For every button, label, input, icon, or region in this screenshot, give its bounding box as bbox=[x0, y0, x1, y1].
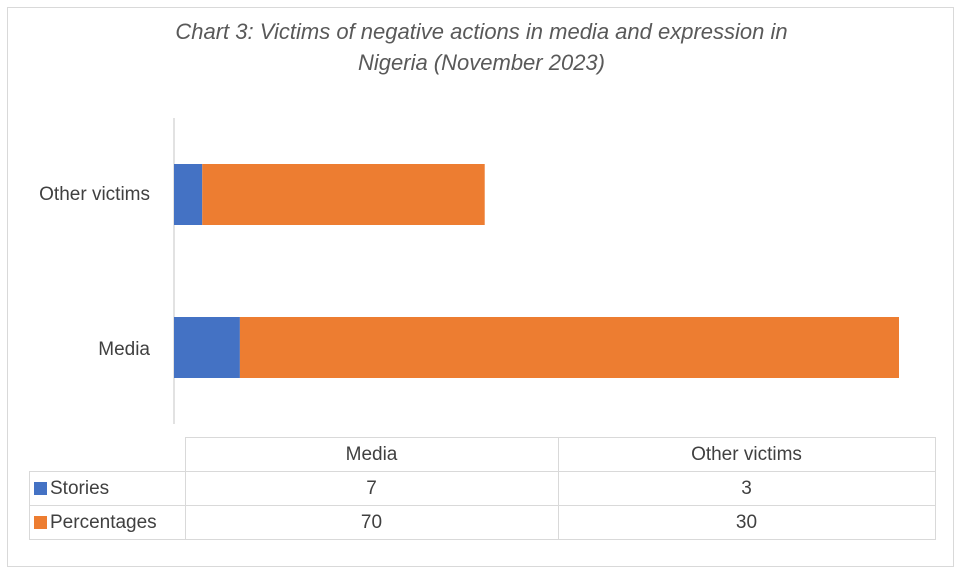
bar-group bbox=[174, 164, 900, 378]
data-table-header-row: Media Other victims bbox=[29, 437, 936, 472]
category-label-other-victims: Other victims bbox=[39, 184, 150, 205]
data-table-corner bbox=[29, 437, 186, 472]
legend-label-stories: Stories bbox=[50, 477, 110, 499]
data-table-header-media: Media bbox=[184, 437, 559, 472]
data-table: Media Other victims Stories 7 3 Percenta… bbox=[29, 437, 936, 540]
data-table-cell-stories-other-victims: 3 bbox=[557, 471, 936, 506]
bar-stories-media bbox=[174, 317, 240, 378]
legend-key-percentages bbox=[34, 515, 47, 529]
bar-percentages-other-victims bbox=[202, 164, 485, 225]
data-table-cell-stories-media: 7 bbox=[184, 471, 559, 506]
legend-label-percentages: Percentages bbox=[50, 511, 157, 533]
legend-key-stories bbox=[34, 481, 47, 495]
data-table-rowhead-stories: Stories bbox=[29, 471, 186, 506]
data-table-cell-percentages-media: 70 bbox=[184, 505, 559, 540]
chart-title-line-1: Chart 3: Victims of negative actions in … bbox=[175, 19, 788, 44]
chart-title-line-2: Nigeria (November 2023) bbox=[358, 50, 605, 75]
data-table-rowhead-percentages: Percentages bbox=[29, 505, 186, 540]
data-table-header-other-victims: Other victims bbox=[557, 437, 936, 472]
chart-title: Chart 3: Victims of negative actions in … bbox=[0, 16, 963, 78]
data-table-row-stories: Stories 7 3 bbox=[29, 471, 936, 506]
bar-stories-other-victims bbox=[174, 164, 203, 225]
category-label-media: Media bbox=[98, 339, 150, 360]
bar-percentages-media bbox=[239, 317, 900, 378]
data-table-row-percentages: Percentages 70 30 bbox=[29, 505, 936, 540]
data-table-cell-percentages-other-victims: 30 bbox=[557, 505, 936, 540]
